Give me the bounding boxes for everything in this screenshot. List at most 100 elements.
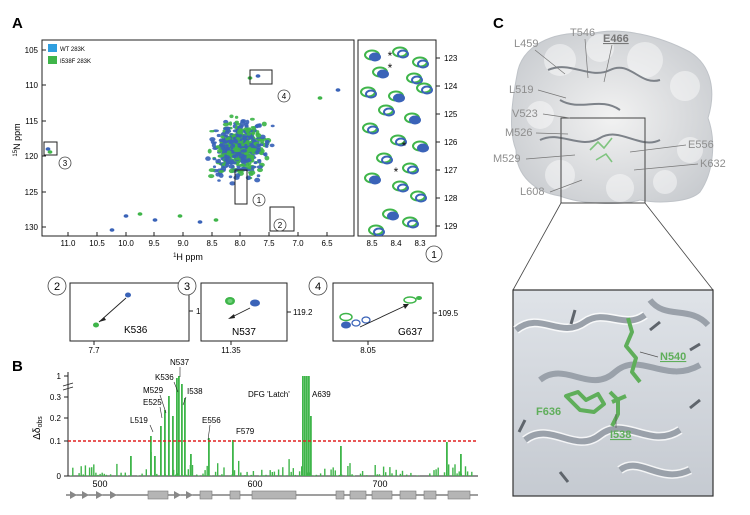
spectrum-peak — [47, 150, 53, 154]
bar — [446, 442, 448, 476]
bar — [448, 464, 450, 476]
bar — [353, 475, 355, 476]
spectrum-peak — [228, 175, 233, 179]
bar — [273, 471, 276, 476]
svg-text:127: 127 — [444, 166, 458, 175]
svg-text:126: 126 — [444, 138, 458, 147]
ss-element — [110, 491, 117, 499]
bar — [202, 473, 204, 476]
bar — [332, 467, 334, 476]
inset-peak — [369, 175, 381, 185]
bar — [433, 470, 435, 476]
spectrum-peak — [244, 124, 249, 129]
bar — [469, 475, 471, 476]
ss-element — [423, 490, 437, 500]
bar — [374, 465, 376, 476]
asterisk-marker: * — [402, 139, 407, 153]
label-n540: N540 — [660, 351, 686, 363]
y-tick-130: 130 — [25, 223, 39, 232]
ss-element — [199, 490, 213, 500]
inset-peak — [417, 59, 429, 69]
spectrum-peak — [247, 164, 251, 170]
spectrum-peak — [215, 159, 219, 164]
spectrum-peak — [215, 172, 221, 177]
bar — [130, 456, 132, 476]
svg-text:124: 124 — [444, 82, 458, 91]
label-l519: L519 — [130, 416, 148, 425]
bar — [191, 465, 194, 476]
spectrum-peak — [225, 155, 230, 159]
zoom-3-residue: N537 — [232, 327, 256, 338]
spectrum-peak — [109, 228, 115, 232]
bar — [101, 472, 103, 476]
spectrum-peak — [257, 123, 262, 128]
bar — [338, 474, 341, 476]
bar — [99, 473, 101, 476]
bar — [252, 471, 255, 476]
bar — [471, 471, 473, 476]
spectrum-peak — [218, 154, 224, 158]
zoom-3-x-tick: 11.35 — [221, 346, 241, 355]
spectrum-peak — [245, 119, 250, 125]
bar — [86, 475, 89, 476]
spectrum-peak — [234, 146, 239, 150]
bar — [196, 474, 198, 476]
spectrum-peak — [223, 127, 228, 130]
zoom-4-x-tick: 8.05 — [360, 346, 376, 355]
bar — [176, 378, 178, 476]
zoom-3-y-tick: 119.2 — [293, 308, 313, 317]
bar — [391, 473, 393, 476]
label-v523: V523 — [512, 108, 538, 120]
spectrum-peak — [244, 143, 248, 149]
inset-1-number-badge — [425, 245, 443, 263]
spectrum-peak — [211, 142, 216, 148]
spectrum-peak — [224, 146, 231, 150]
spectrum-peak — [223, 119, 229, 124]
x-axis-title: 1H ppm — [173, 252, 203, 262]
bar — [141, 473, 143, 476]
bar — [175, 474, 177, 476]
ss-element — [229, 490, 241, 500]
surface-ribbons — [539, 66, 661, 144]
zoom-3-peak-wt — [250, 299, 260, 307]
spectrum-peak — [235, 157, 240, 161]
marker-2 — [273, 218, 287, 232]
label-l459: L459 — [514, 38, 538, 50]
inset-peak — [411, 75, 423, 85]
zoom-3-number: 3 — [184, 281, 190, 293]
spectrum-peak — [247, 162, 252, 166]
spectrum-peak — [253, 145, 257, 149]
bar — [308, 376, 310, 476]
spectrum-peak — [255, 151, 260, 155]
spectrum-peak — [253, 161, 258, 165]
spectrum-peak — [255, 74, 261, 78]
spectrum-peak — [209, 130, 215, 133]
bar — [187, 469, 189, 476]
inset-peak — [417, 143, 429, 153]
zoom-4-peak-wt-a — [341, 321, 351, 329]
inset-peak — [393, 93, 405, 103]
bar — [208, 438, 210, 476]
svg-text:2: 2 — [278, 221, 283, 230]
bar — [385, 472, 387, 476]
surface-blob — [511, 30, 714, 204]
spectrum-peak — [224, 144, 229, 147]
bar — [416, 475, 418, 476]
bar — [460, 454, 462, 476]
bar — [294, 474, 297, 476]
bar — [72, 467, 74, 476]
label-m529: M529 — [143, 386, 164, 395]
legend-mutant-label: I538F 283K — [60, 59, 91, 65]
bar — [443, 472, 446, 476]
svg-text:123: 123 — [444, 54, 458, 63]
spectrum-peak — [245, 129, 250, 134]
bar — [259, 475, 261, 476]
x-tick-6-5: 6.5 — [321, 239, 333, 248]
zoom-4-peak-mut-b — [403, 296, 417, 304]
spectrum-peak — [262, 152, 267, 156]
panel-c-residue-labels: T546 L459 E466 L519 V523 M526 M529 E556 … — [493, 27, 726, 198]
svg-text:0: 0 — [57, 472, 62, 481]
bar — [229, 475, 231, 476]
label-n537: N537 — [170, 358, 190, 367]
spectrum-peak — [231, 143, 236, 148]
